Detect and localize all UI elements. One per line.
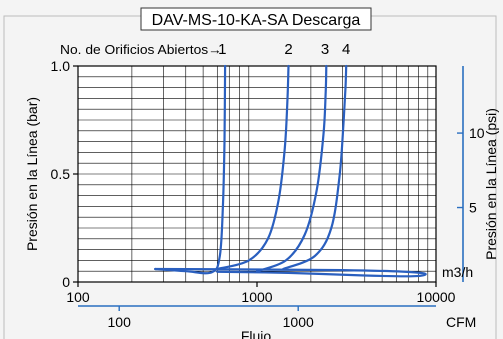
cfm-tick-label: 100 (108, 314, 132, 330)
psi-tick-label: 5 (469, 200, 477, 216)
series-label-1: 1 (218, 41, 226, 58)
axes: 0 0.5 1.0 100 1000 10000 100 1000 5 10 (51, 58, 485, 330)
y-tick-label: 1.0 (51, 58, 71, 74)
series-label-2: 2 (284, 41, 292, 58)
data-lines (154, 64, 427, 278)
x-tick-label: 10000 (417, 289, 456, 305)
grid (78, 66, 436, 282)
chart-title: DAV-MS-10-KA-SA Descarga (152, 12, 361, 29)
unit-label-bottom: CFM (446, 314, 476, 330)
y-axis-label-right: Presión en la Línea (psi) (483, 108, 499, 260)
series-line-4 (282, 64, 348, 271)
title-box (140, 7, 372, 31)
open-orifices-label: No. de Orificios Abiertos→ (60, 42, 222, 57)
series-label-3: 3 (321, 41, 329, 58)
y-tick-label: 0.5 (51, 166, 71, 182)
unit-label-top: m3/h (442, 264, 473, 280)
x-tick-label: 1000 (241, 289, 272, 305)
psi-tick-label: 10 (469, 125, 485, 141)
series-line-2 (216, 64, 290, 271)
series-line-3 (255, 64, 328, 273)
x-tick-label: 100 (66, 289, 90, 305)
series-line-1 (154, 64, 227, 275)
y-tick-label: 0 (62, 274, 70, 290)
series-line-base (154, 267, 427, 278)
x-axis-label: Flujo (241, 328, 272, 339)
cfm-tick-label: 1000 (283, 314, 314, 330)
series-label-4: 4 (342, 41, 350, 58)
y-axis-label: Presión en la Línea (bar) (24, 97, 40, 251)
